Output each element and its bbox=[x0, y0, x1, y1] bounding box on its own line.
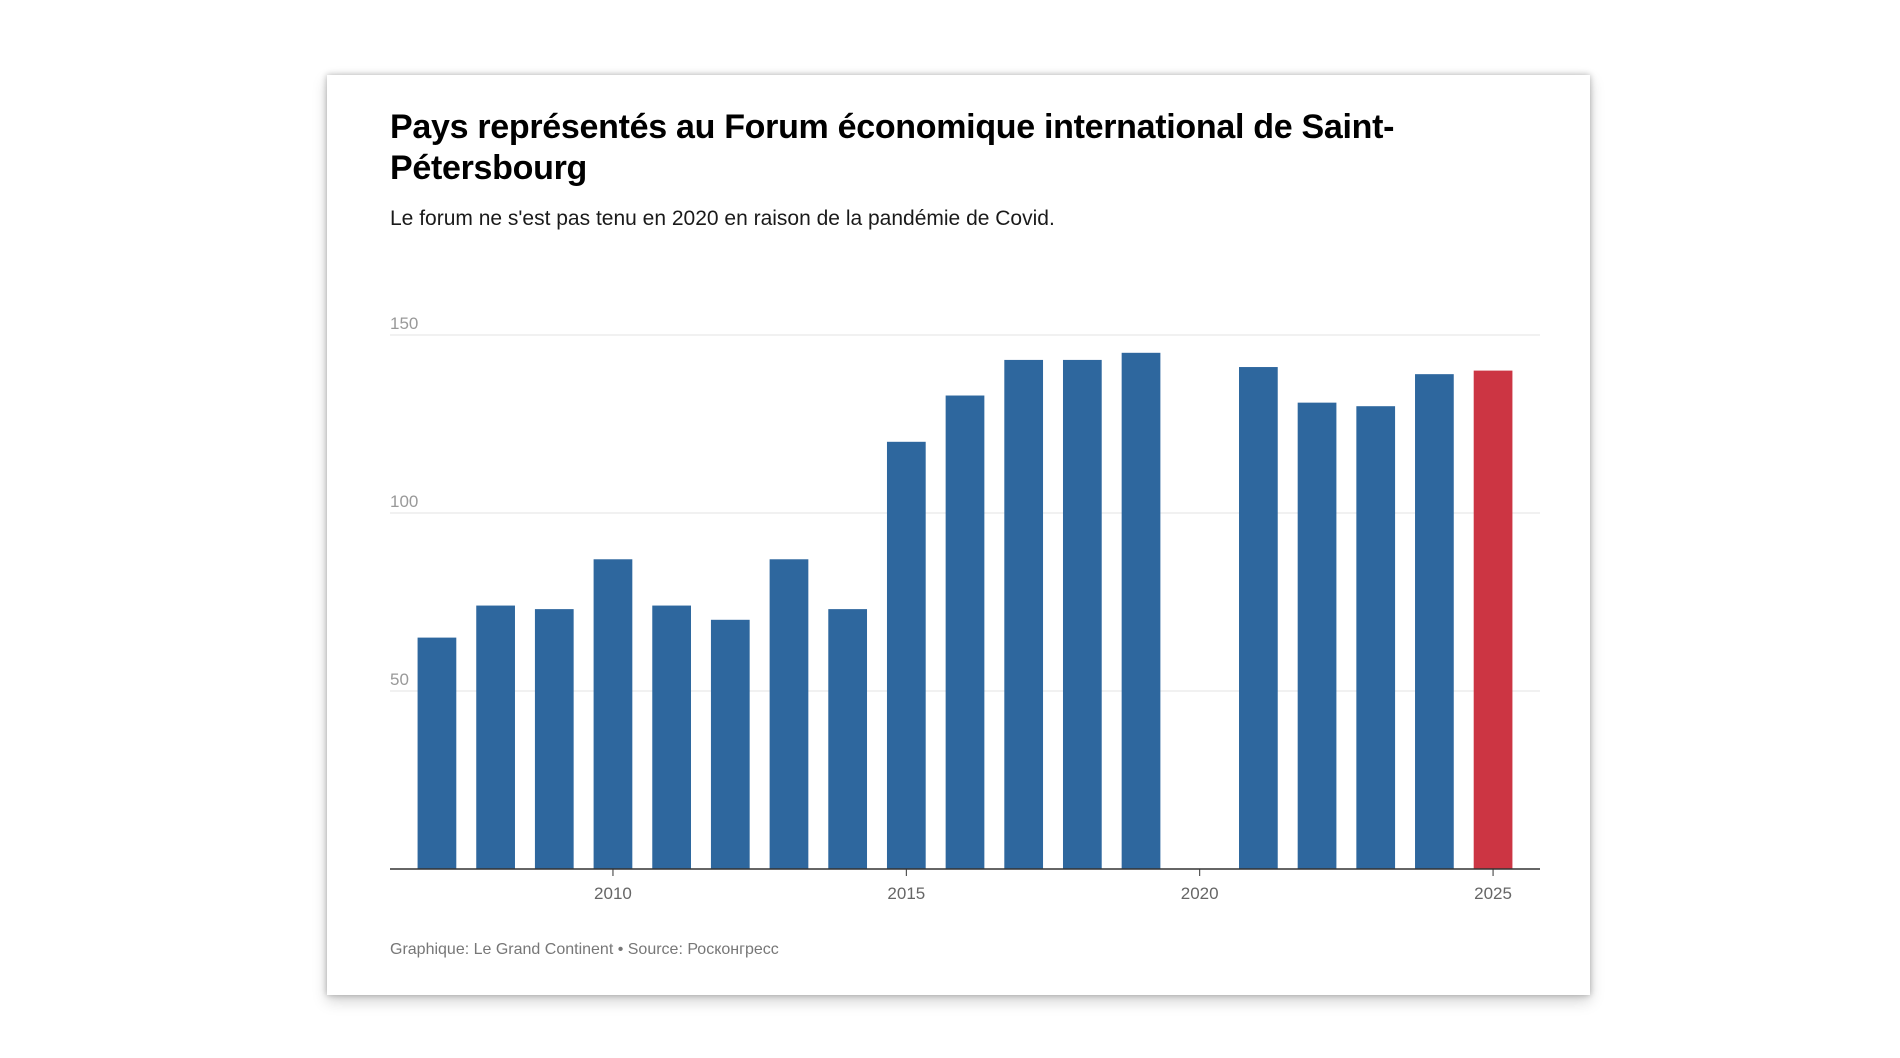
bar-2022 bbox=[1297, 402, 1337, 869]
bar-2024 bbox=[1415, 374, 1454, 869]
x-tick-label-2015: 2015 bbox=[887, 884, 925, 903]
bar-2012 bbox=[710, 619, 750, 869]
bar-2009 bbox=[534, 609, 574, 869]
bar-2019 bbox=[1121, 352, 1161, 869]
y-tick-label-100: 100 bbox=[390, 492, 418, 511]
bar-2018 bbox=[1062, 359, 1102, 869]
y-tick-label-50: 50 bbox=[390, 670, 409, 689]
chart-subtitle: Le forum ne s'est pas tenu en 2020 en ra… bbox=[390, 207, 1055, 230]
bar-2013 bbox=[769, 559, 809, 869]
bar-2010 bbox=[593, 559, 633, 869]
bar-2014 bbox=[828, 609, 868, 869]
y-tick-label-150: 150 bbox=[390, 314, 418, 333]
bar-2025 bbox=[1473, 370, 1513, 869]
bar-2023 bbox=[1356, 406, 1396, 869]
chart-card: Pays représentés au Forum économique int… bbox=[327, 75, 1590, 995]
bar-2021 bbox=[1239, 367, 1278, 869]
bars bbox=[417, 352, 1513, 869]
x-axis: 2010 2015 2020 2025 bbox=[390, 868, 1540, 903]
chart-footer: Graphique: Le Grand Continent • Source: … bbox=[390, 941, 779, 958]
bar-2015 bbox=[886, 441, 926, 869]
x-tick-label-2020: 2020 bbox=[1181, 884, 1219, 903]
chart-title: Pays représentés au Forum économique int… bbox=[390, 108, 1395, 187]
bar-2008 bbox=[476, 605, 515, 869]
bar-2016 bbox=[945, 395, 985, 869]
x-tick-label-2025: 2025 bbox=[1474, 884, 1512, 903]
x-tick-label-2010: 2010 bbox=[594, 884, 632, 903]
bar-2011 bbox=[652, 605, 691, 869]
bar-2017 bbox=[1004, 359, 1044, 869]
bar-2007 bbox=[417, 637, 457, 869]
bar-chart: 50 100 150 2010 2015 2020 2025 bbox=[390, 314, 1540, 903]
